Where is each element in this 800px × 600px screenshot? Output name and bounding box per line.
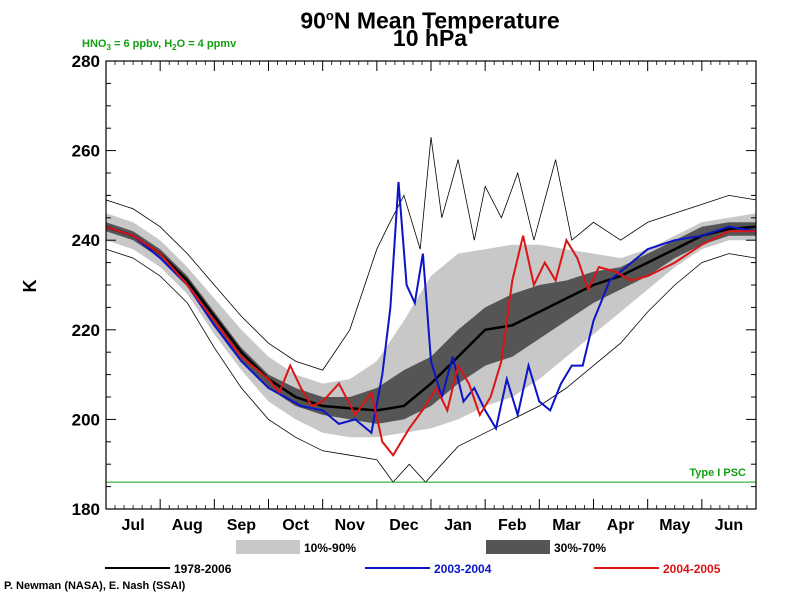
chart-title: 90oN Mean Temperature: [0, 4, 800, 33]
title-main: 90: [300, 7, 326, 34]
axes: Type I PSC 180 200 220 240 260 280 K Jul Aug Sep Oc…: [20, 52, 757, 534]
title-rest: N Mean Temperature: [333, 7, 560, 34]
legend-label-2003-2004: 2003-2004: [434, 562, 492, 576]
legend-swatch-30-70: [486, 540, 550, 554]
y-tick-label: 240: [72, 231, 100, 250]
psc-label: Type I PSC: [689, 467, 746, 479]
chem-part1: HNO: [82, 38, 107, 50]
y-tick-label: 200: [72, 410, 100, 429]
chem-part3: O = 4 ppmv: [176, 38, 237, 50]
x-tick-label: Apr: [607, 517, 635, 534]
plot-area: [106, 137, 756, 483]
series-2004-2005-line: [106, 225, 756, 457]
legend-label-10-90: 10%-90%: [304, 541, 356, 555]
chem-sub2: 2: [172, 43, 177, 53]
x-tick-label: Jul: [122, 517, 145, 534]
x-tick-label: Sep: [227, 517, 257, 534]
extreme-max-line: [106, 137, 756, 371]
title-degree: o: [325, 8, 334, 23]
y-tick-label: 260: [72, 142, 100, 161]
legend-swatch-10-90: [236, 540, 300, 554]
legend-label-30-70: 30%-70%: [554, 541, 606, 555]
y-axis-label: K: [20, 280, 40, 293]
legend-label-1978-2006: 1978-2006: [174, 562, 232, 576]
y-tick-label: 220: [72, 321, 100, 340]
x-tick-label: Feb: [498, 517, 527, 534]
chem-part2: = 6 ppbv, H: [110, 38, 173, 50]
credit-text: P. Newman (NASA), E. Nash (SSAI): [4, 580, 186, 592]
x-tick-label: Dec: [389, 517, 418, 534]
x-tick-label: Oct: [282, 517, 309, 534]
y-tick-label: 280: [72, 52, 100, 71]
series-2003-2004-line: [106, 181, 756, 435]
x-tick-label: Jan: [444, 517, 472, 534]
x-tick-label: Aug: [172, 517, 203, 534]
legend-label-2004-2005: 2004-2005: [663, 562, 721, 576]
chart-subtitle: 10 hPa: [392, 25, 468, 51]
climatology-mean-line: [106, 225, 756, 412]
chemistry-note: HNO3 = 6 ppbv, H2O = 4 ppmv: [82, 38, 236, 52]
x-tick-label: May: [659, 517, 690, 534]
x-tick-label: Jun: [715, 517, 743, 534]
x-tick-label: Nov: [335, 517, 365, 534]
band-30-70: [106, 222, 756, 424]
x-tick-label: Mar: [552, 517, 580, 534]
legend: 10%-90% 30%-70% 1978-2006 2003-2004 2004-200…: [105, 540, 721, 576]
y-tick-label: 180: [72, 500, 100, 519]
chem-sub1: 3: [106, 43, 111, 53]
